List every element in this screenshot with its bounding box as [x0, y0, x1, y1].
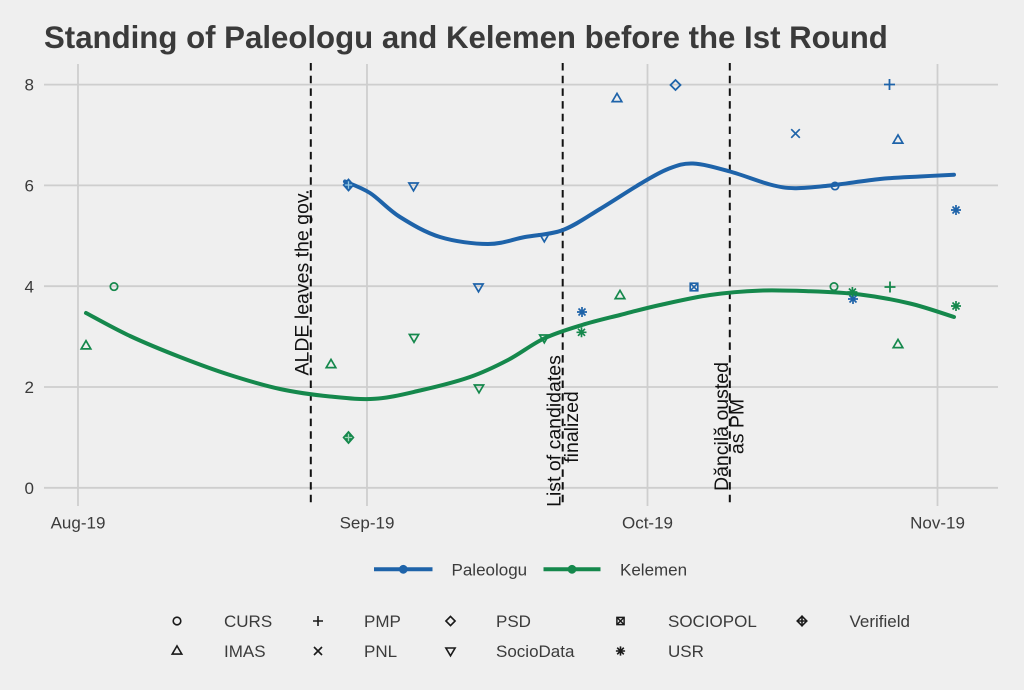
svg-text:Dăncilă ousted: Dăncilă ousted: [711, 362, 733, 491]
svg-text:ALDE leaves the gov.: ALDE leaves the gov.: [292, 189, 314, 375]
svg-text:Aug-19: Aug-19: [51, 514, 106, 533]
svg-text:USR: USR: [668, 642, 704, 661]
svg-text:PNL: PNL: [364, 642, 397, 661]
svg-text:Paleologu: Paleologu: [452, 561, 528, 580]
svg-text:Kelemen: Kelemen: [620, 561, 687, 580]
svg-text:finalized: finalized: [561, 391, 583, 463]
svg-text:List of candidates: List of candidates: [544, 355, 566, 507]
svg-text:8: 8: [25, 76, 34, 95]
svg-text:Standing of Paleologu and Kele: Standing of Paleologu and Kelemen before…: [44, 20, 888, 55]
svg-text:PSD: PSD: [496, 612, 531, 631]
svg-text:Nov-19: Nov-19: [910, 514, 965, 533]
svg-text:IMAS: IMAS: [224, 642, 266, 661]
svg-text:0: 0: [25, 479, 34, 498]
svg-text:Oct-19: Oct-19: [622, 514, 673, 533]
svg-text:6: 6: [25, 177, 34, 196]
svg-text:SocioData: SocioData: [496, 642, 575, 661]
svg-text:PMP: PMP: [364, 612, 401, 631]
svg-text:4: 4: [25, 277, 34, 296]
svg-text:as PM: as PM: [727, 399, 749, 454]
svg-text:SOCIOPOL: SOCIOPOL: [668, 612, 757, 631]
svg-text:2: 2: [25, 378, 34, 397]
svg-text:Verifield: Verifield: [850, 612, 910, 631]
svg-text:CURS: CURS: [224, 612, 272, 631]
svg-text:Sep-19: Sep-19: [340, 514, 395, 533]
